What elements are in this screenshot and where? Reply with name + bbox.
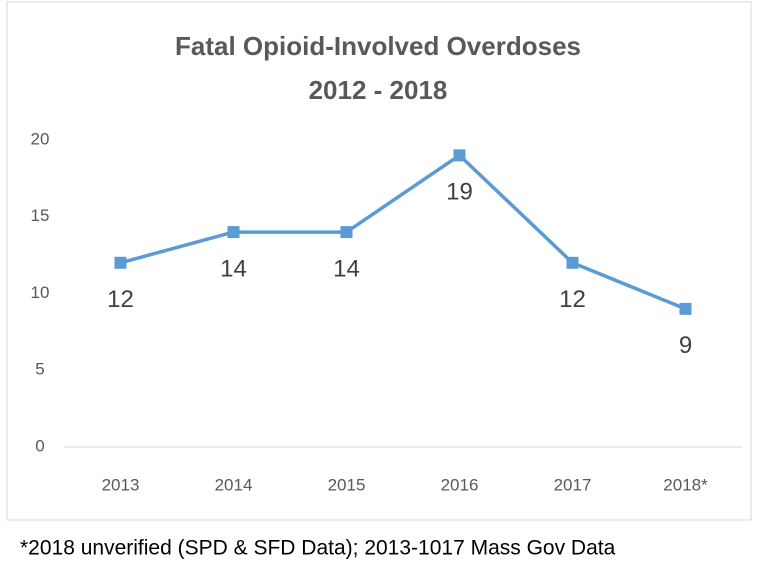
data-label: 14 xyxy=(220,255,247,282)
data-label: 12 xyxy=(107,286,134,313)
y-tick-label: 5 xyxy=(35,360,44,379)
data-point xyxy=(227,226,240,239)
y-tick-label: 15 xyxy=(31,206,50,225)
data-label: 12 xyxy=(559,286,586,313)
y-tick-label: 20 xyxy=(31,129,50,148)
data-point xyxy=(340,226,353,239)
x-tick-label: 2018* xyxy=(663,475,708,494)
series-line xyxy=(120,153,687,311)
data-point xyxy=(114,256,127,269)
x-tick-label: 2016 xyxy=(441,475,479,494)
data-point xyxy=(679,302,692,315)
y-tick-label: 10 xyxy=(31,283,50,302)
x-tick-label: 2014 xyxy=(215,475,253,494)
x-tick-label: 2015 xyxy=(328,475,366,494)
footnote: *2018 unverified (SPD & SFD Data); 2013-… xyxy=(20,537,616,560)
data-label: 14 xyxy=(333,255,360,282)
x-tick-label: 2013 xyxy=(102,475,140,494)
data-label: 9 xyxy=(679,332,692,359)
data-label: 19 xyxy=(446,179,473,206)
chart-subtitle: 2012 - 2018 xyxy=(309,75,448,105)
data-point xyxy=(566,256,579,269)
data-point xyxy=(453,149,466,162)
x-tick-label: 2017 xyxy=(554,475,592,494)
chart-title: Fatal Opioid-Involved Overdoses xyxy=(175,31,581,61)
y-tick-label: 0 xyxy=(35,436,44,455)
